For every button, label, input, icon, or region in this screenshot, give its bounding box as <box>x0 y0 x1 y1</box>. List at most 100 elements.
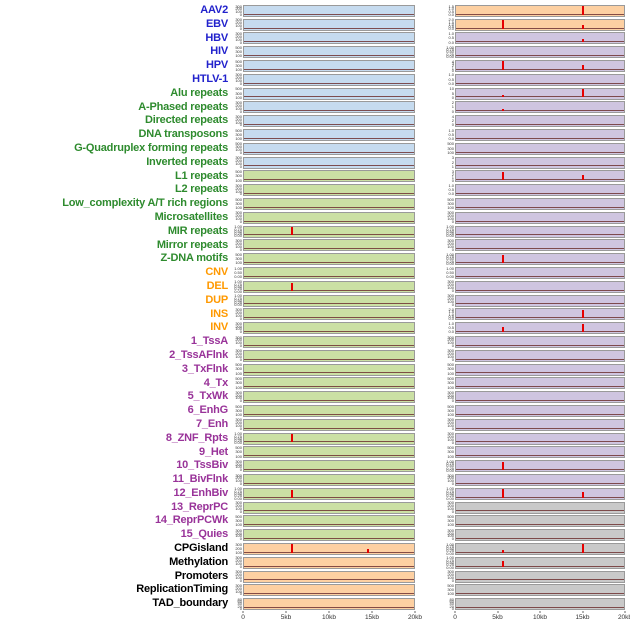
track-row-label: MIR repeats <box>167 224 228 237</box>
track-panel <box>455 460 625 473</box>
y-axis-tick-label: 500 <box>447 404 454 409</box>
y-axis-tick-label: 300 <box>235 348 242 354</box>
signal-baseline <box>244 469 414 470</box>
y-axis-tick-label: 0.00 <box>446 550 454 556</box>
y-axis-tick-labels: 300 200 100 0 <box>442 280 455 294</box>
y-axis-tick-label: 0.0 <box>448 39 454 45</box>
y-axis-tick-label: 300 <box>447 293 454 299</box>
y-axis-tick-labels: 1.00 0.75 0.50 0.25 0.00 <box>230 487 243 501</box>
track-panel <box>243 556 415 569</box>
signal-baseline <box>244 537 414 539</box>
track-panel <box>455 142 625 155</box>
column-gap <box>415 570 442 584</box>
y-axis-tick-labels: 500 300 100 <box>230 59 243 73</box>
y-axis-tick-label: 300 <box>235 390 242 395</box>
signal-baseline <box>456 510 624 512</box>
track-row-label: CPGisland <box>174 542 228 555</box>
x-axis-tick-label: 5kb <box>280 614 292 622</box>
y-axis-tick-labels: 1.00 0.75 0.50 0.25 0.00 <box>442 225 455 239</box>
column-gap <box>415 432 442 446</box>
y-axis-tick-label: 2.0 <box>448 17 454 23</box>
y-axis-tick-label: 300 <box>447 380 454 386</box>
y-axis-tick-labels: 500 300 100 <box>230 170 243 184</box>
track-panel <box>243 184 415 197</box>
y-axis-tick-label: 200 <box>447 434 454 440</box>
y-axis-tick-labels: 500 300 100 <box>230 363 243 377</box>
y-axis-tick-label: 300 <box>235 417 242 423</box>
track-row: Directed repeats 300 200 100 0 4 2 0 <box>0 114 630 128</box>
y-axis-tick-label: 0.75 <box>234 295 242 301</box>
y-axis-tick-label: 1 <box>451 104 454 110</box>
column-gap <box>415 18 442 32</box>
signal-spike <box>582 323 584 333</box>
track-panel <box>455 363 625 376</box>
signal-baseline <box>244 303 414 305</box>
track-panel <box>455 101 625 114</box>
column-gap <box>415 404 442 418</box>
y-axis-tick-label: 500 <box>447 376 454 382</box>
signal-baseline <box>244 220 414 222</box>
track-panel <box>455 32 625 45</box>
signal-baseline <box>244 27 414 29</box>
y-axis-tick-label: 500 <box>235 141 242 147</box>
y-axis-tick-labels: 500 300 100 <box>442 514 455 528</box>
y-axis-tick-label: 100 <box>235 412 242 418</box>
track-row-label: Methylation <box>169 555 228 568</box>
signal-spike <box>582 25 584 29</box>
y-axis-tick-label: 300 <box>447 569 454 575</box>
signal-baseline <box>244 358 414 360</box>
column-gap <box>415 556 442 570</box>
track-panel <box>243 73 415 86</box>
y-axis-tick-label: 0.75 <box>446 461 454 467</box>
track-panel <box>243 377 415 390</box>
track-row-label: INV <box>210 321 228 334</box>
y-axis-tick-labels: 1.00 0.75 0.50 0.25 0.00 <box>230 432 243 446</box>
y-axis-tick-label: 100 <box>235 36 242 42</box>
y-axis-tick-label: 1.00 <box>446 224 454 230</box>
signal-baseline <box>456 579 624 581</box>
y-axis-tick-label: 0 <box>239 563 242 569</box>
track-row: TAD_boundary 80 60 40 20 0 80 60 40 20 0 <box>0 597 630 611</box>
y-axis-tick-labels: 1.00 0.75 0.50 0.25 0.00 <box>442 556 455 570</box>
y-axis-tick-label: 500 <box>235 45 242 50</box>
signal-spike <box>582 491 584 498</box>
x-axis-tick-label: 0 <box>453 614 457 622</box>
y-axis-tick-label: 300 <box>447 366 454 372</box>
y-axis-tick-label: 500 <box>235 514 242 519</box>
y-axis-tick-label: 0.50 <box>446 559 454 565</box>
signal-baseline <box>456 331 624 333</box>
y-axis-tick-label: 0 <box>451 425 454 431</box>
y-axis-tick-label: 0 <box>239 122 242 128</box>
y-axis-tick-label: 100 <box>235 243 242 249</box>
y-axis-tick-label: 0.00 <box>446 495 454 501</box>
track-row: 12_EnhBiv 1.00 0.75 0.50 0.25 0.00 1.00 0.75 0.5… <box>0 487 630 501</box>
y-axis-tick-label: 1.00 <box>234 293 242 299</box>
y-axis-tick-label: 100 <box>447 285 454 291</box>
signal-baseline <box>456 27 624 29</box>
y-axis-tick-label: 300 <box>235 500 242 506</box>
y-axis-tick-labels: 300 200 100 0 <box>230 570 243 584</box>
signal-spike <box>582 64 584 70</box>
y-axis-tick-label: 0.25 <box>446 51 454 57</box>
y-axis-tick-label: 0.0 <box>448 136 454 142</box>
y-axis-tick-label: 100 <box>447 533 454 539</box>
y-axis-tick-labels: 500 300 100 <box>442 363 455 377</box>
y-axis-tick-label: 0.50 <box>446 546 454 552</box>
y-axis-tick-labels: 300 200 100 0 <box>230 349 243 363</box>
signal-baseline <box>456 13 624 15</box>
signal-baseline <box>456 110 624 112</box>
track-row-label: L2 repeats <box>174 183 228 196</box>
y-axis-tick-label: 300 <box>447 417 454 423</box>
track-row: 4_Tx 500 300 100 500 300 100 <box>0 377 630 391</box>
y-axis-tick-label: 200 <box>235 585 242 591</box>
y-axis-tick-label: 300 <box>235 183 242 188</box>
signal-baseline <box>244 55 414 57</box>
y-axis-tick-labels: 300 200 100 0 <box>442 335 455 349</box>
y-axis-tick-labels: 300 200 100 0 <box>230 459 243 473</box>
track-panel <box>243 60 415 73</box>
track-panel <box>243 432 415 445</box>
y-axis-tick-label: 200 <box>447 213 454 219</box>
signal-baseline <box>456 427 624 429</box>
y-axis-tick-label: 0 <box>239 149 242 155</box>
